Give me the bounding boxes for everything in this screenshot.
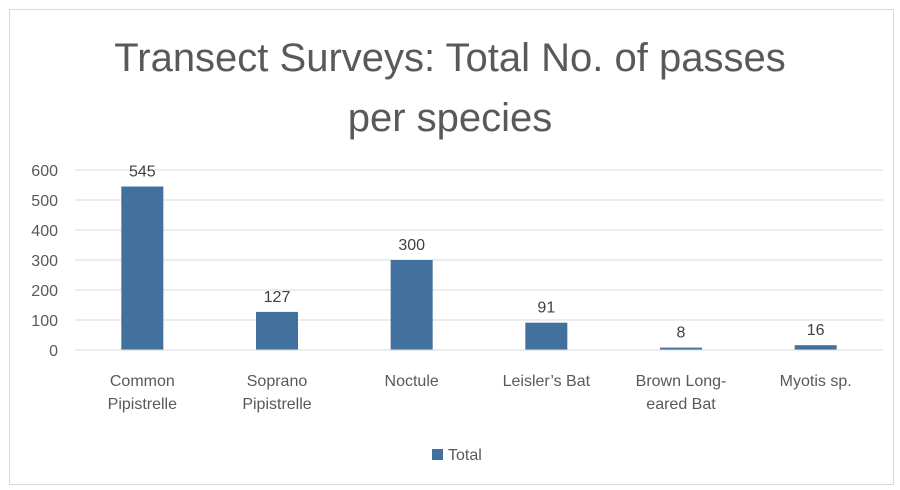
category-label-4: Brown Long-eared Bat (636, 373, 727, 413)
data-label-1: 127 (264, 289, 291, 306)
bar-3 (525, 322, 568, 350)
category-label-line: Leisler’s Bat (503, 373, 591, 390)
bar-0 (121, 186, 164, 350)
bar-1 (256, 311, 298, 350)
y-tick-label-0: 0 (49, 343, 58, 360)
data-label-5: 16 (807, 322, 825, 339)
chart-title: Transect Surveys: Total No. of passes pe… (60, 28, 840, 148)
category-label-line: Myotis sp. (780, 373, 852, 390)
category-label-line: eared Bat (646, 396, 716, 413)
category-label-line: Common (110, 373, 175, 390)
y-tick-label-500: 500 (31, 193, 58, 210)
category-label-3: Leisler’s Bat (503, 373, 591, 390)
data-label-4: 8 (677, 325, 686, 342)
category-label-2: Noctule (385, 373, 439, 390)
bar-2 (390, 260, 433, 350)
category-label-line: Pipistrelle (242, 396, 311, 413)
category-label-line: Brown Long- (636, 373, 727, 390)
category-label-5: Myotis sp. (780, 373, 852, 390)
y-tick-label-200: 200 (31, 283, 58, 300)
data-label-0: 545 (129, 164, 156, 181)
y-tick-label-100: 100 (31, 313, 58, 330)
legend-swatch-total (432, 449, 443, 460)
y-tick-label-400: 400 (31, 223, 58, 240)
y-tick-label-300: 300 (31, 253, 58, 270)
category-label-line: Pipistrelle (108, 396, 177, 413)
data-label-2: 300 (398, 237, 425, 254)
data-label-3: 91 (537, 300, 555, 317)
bar-4 (660, 347, 702, 350)
y-tick-label-600: 600 (31, 163, 58, 180)
category-label-0: Common Pipistrelle (108, 373, 177, 413)
chart-title-line-2: per species (347, 96, 553, 140)
chart-title-line-1: Transect Surveys: Total No. of passes (114, 36, 786, 80)
category-label-line: Soprano (247, 373, 308, 390)
category-label-1: Soprano Pipistrelle (242, 373, 311, 413)
bar-5 (794, 345, 837, 350)
legend-label-total: Total (448, 447, 482, 464)
category-label-line: Noctule (385, 373, 439, 390)
